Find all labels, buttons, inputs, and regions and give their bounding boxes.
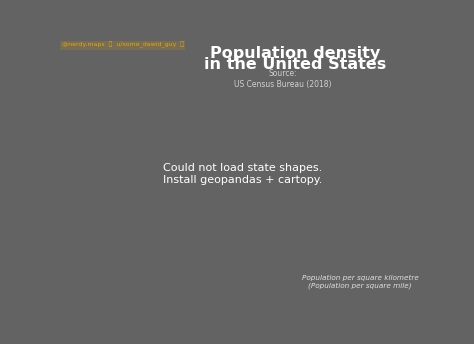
Text: Population per square kilometre
(Population per square mile): Population per square kilometre (Populat… [301,275,419,289]
Text: in the United States: in the United States [204,57,387,73]
Text: Source:
US Census Bureau (2018): Source: US Census Bureau (2018) [234,69,331,89]
Text: Could not load state shapes.
Install geopandas + cartopy.: Could not load state shapes. Install geo… [163,163,323,184]
Text: Population density: Population density [210,46,381,61]
Text: @nerdy.maps  ⓘ  u/some_dawid_guy  🌟: @nerdy.maps ⓘ u/some_dawid_guy 🌟 [62,42,184,48]
